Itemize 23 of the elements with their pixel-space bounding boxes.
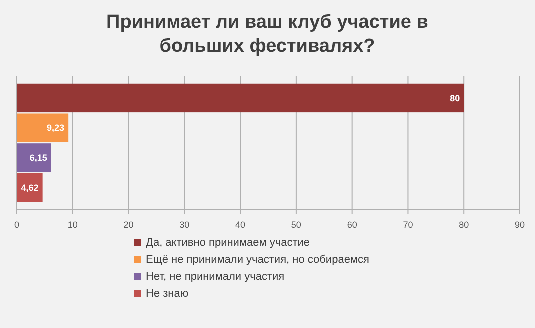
- bar: [17, 173, 43, 202]
- x-tick-label: 20: [124, 220, 134, 230]
- legend-label: Да, активно принимаем участие: [146, 237, 310, 249]
- legend-label: Не знаю: [146, 288, 189, 300]
- data-label: 80: [450, 93, 460, 104]
- x-tick-label: 0: [14, 220, 20, 230]
- chart-title: Принимает ли ваш клуб участие в больших фестивалях?: [106, 12, 428, 57]
- bar: [17, 84, 464, 113]
- data-label: 9,23: [47, 123, 65, 134]
- x-tick-label: 90: [514, 220, 526, 230]
- legend-label: Нет, не принимали участия: [146, 271, 285, 283]
- data-label: 4,62: [21, 182, 39, 193]
- x-tick-label: 70: [403, 220, 414, 230]
- legend-label: Ещё не принимали участия, но собираемся: [146, 254, 370, 266]
- x-tick-label: 30: [180, 220, 190, 230]
- x-tick-label: 80: [459, 220, 470, 230]
- bar: [17, 114, 69, 142]
- x-tick-label: 50: [291, 220, 302, 230]
- bar: [17, 144, 52, 172]
- x-tick-label: 60: [347, 220, 358, 230]
- x-tick-label: 40: [236, 220, 246, 230]
- data-label: 6,15: [30, 153, 48, 164]
- x-tick-label: 10: [68, 220, 78, 230]
